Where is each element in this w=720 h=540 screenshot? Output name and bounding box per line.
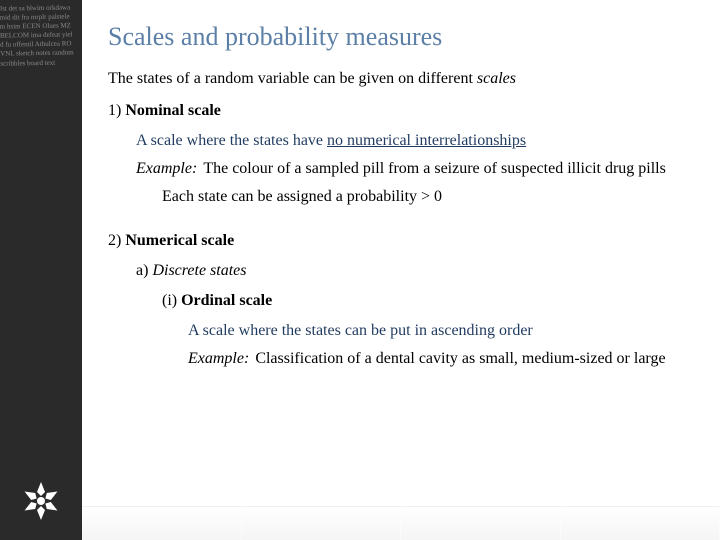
- example-text-2: Classification of a dental cavity as sma…: [255, 350, 665, 368]
- section-2-example: Example: Classification of a dental cavi…: [188, 350, 690, 368]
- section-2ai-label: (i): [162, 292, 181, 309]
- section-2a-label: a): [136, 262, 152, 279]
- section-2-title: Numerical scale: [125, 232, 234, 249]
- example-text-1: The colour of a sampled pill from a seiz…: [203, 160, 666, 178]
- footer-tab-shadow: [82, 506, 720, 540]
- def1-underlined: no numerical interrelationships: [327, 132, 526, 149]
- decorative-sidebar: Jst det sa blwim orkdawa mid dit fra mrp…: [0, 0, 82, 540]
- section-1-probability: Each state can be assigned a probability…: [162, 188, 690, 206]
- section-2-number: 2): [108, 232, 125, 249]
- footer-seg: [401, 506, 561, 540]
- section-1-number: 1): [108, 102, 125, 119]
- intro-prefix: The states of a random variable can be g…: [108, 70, 477, 87]
- intro-italic-word: scales: [477, 70, 516, 87]
- section-2ai-text: Ordinal scale: [181, 292, 272, 309]
- slide-content: Scales and probability measures The stat…: [82, 0, 720, 540]
- section-1-title: Nominal scale: [125, 102, 221, 119]
- section-2-heading: 2) Numerical scale: [108, 232, 690, 250]
- section-2a: a) Discrete states: [136, 262, 690, 280]
- section-1-heading: 1) Nominal scale: [108, 102, 690, 120]
- section-2-definition: A scale where the states can be put in a…: [188, 322, 690, 340]
- intro-line: The states of a random variable can be g…: [108, 70, 690, 88]
- section-1-example: Example: The colour of a sampled pill fr…: [136, 160, 690, 178]
- example-label-1: Example:: [136, 160, 197, 178]
- section-2a-i: (i) Ordinal scale: [162, 292, 690, 310]
- snowflake-logo-icon: [18, 478, 64, 524]
- chalk-scribble-texture: Jst det sa blwim orkdawa mid dit fra mrp…: [0, 0, 82, 540]
- footer-seg: [242, 506, 402, 540]
- slide-title: Scales and probability measures: [108, 22, 690, 52]
- example-label-2: Example:: [188, 350, 249, 368]
- footer-seg: [561, 506, 720, 540]
- def1-prefix: A scale where the states have: [136, 132, 327, 149]
- footer-seg: [82, 506, 242, 540]
- section-1-definition: A scale where the states have no numeric…: [136, 132, 690, 150]
- section-2a-text: Discrete states: [152, 262, 246, 279]
